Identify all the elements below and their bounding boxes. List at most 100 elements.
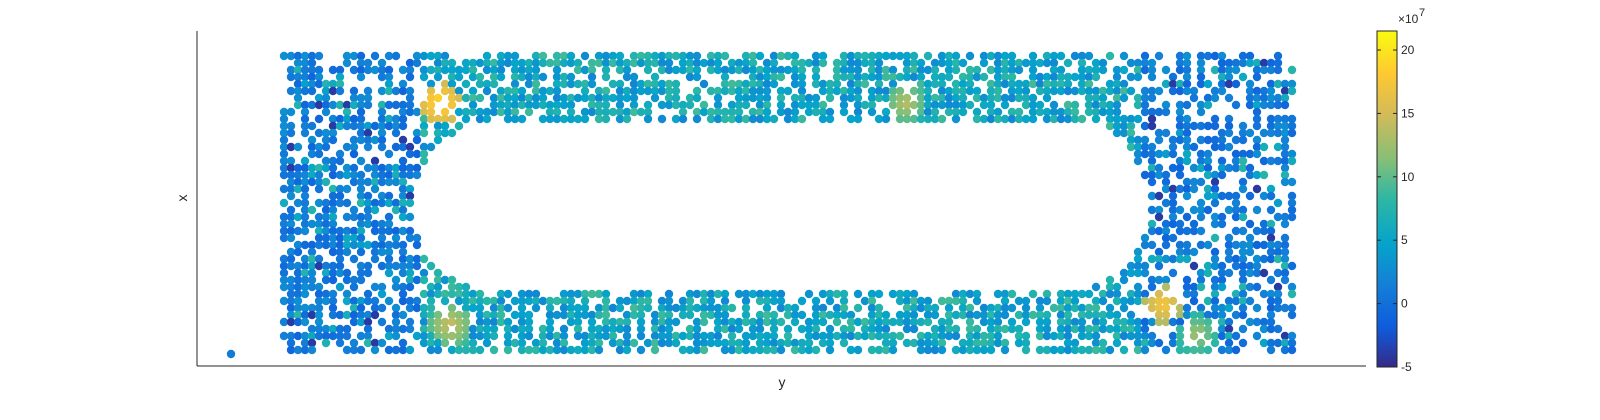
scatter-point	[965, 324, 975, 334]
scatter-point	[356, 296, 366, 306]
scatter-point	[349, 114, 359, 124]
scatter-point	[391, 205, 401, 215]
scatter-point	[1273, 296, 1283, 306]
scatter-point	[762, 86, 772, 96]
scatter-point	[293, 163, 303, 173]
scatter-point	[818, 331, 828, 341]
scatter-point	[405, 142, 415, 152]
scatter-point	[1182, 72, 1192, 82]
scatter-point	[349, 212, 359, 222]
scatter-point	[1147, 93, 1157, 103]
scatter-point	[601, 51, 611, 61]
scatter-point	[349, 142, 359, 152]
scatter-point	[643, 65, 653, 75]
scatter-point	[573, 303, 583, 313]
scatter-point	[363, 331, 373, 341]
scatter-point	[405, 275, 415, 285]
scatter-point	[328, 247, 338, 257]
scatter-point	[440, 289, 450, 299]
scatter-point	[412, 58, 422, 68]
scatter-point	[972, 93, 982, 103]
scatter-point	[1203, 324, 1213, 334]
scatter-point	[1175, 331, 1185, 341]
scatter-point	[454, 289, 464, 299]
scatter-point	[1224, 296, 1234, 306]
scatter-point	[713, 65, 723, 75]
scatter-point	[398, 212, 408, 222]
scatter-point	[1028, 93, 1038, 103]
scatter-point	[685, 331, 695, 341]
scatter-point	[699, 338, 709, 348]
scatter-point	[307, 121, 317, 131]
scatter-point	[370, 226, 380, 236]
scatter-point	[370, 51, 380, 61]
scatter-point	[993, 51, 1003, 61]
scatter-point	[398, 121, 408, 131]
scatter-point	[664, 100, 674, 110]
scatter-point	[1196, 100, 1206, 110]
scatter-point	[811, 58, 821, 68]
scatter-point	[440, 58, 450, 68]
scatter-point	[867, 317, 877, 327]
scatter-point	[370, 296, 380, 306]
scatter-point	[356, 170, 366, 180]
scatter-point	[853, 72, 863, 82]
scatter-point	[1259, 156, 1269, 166]
scatter-point	[664, 324, 674, 334]
scatter-point	[797, 72, 807, 82]
scatter-point	[1266, 240, 1276, 250]
scatter-point	[650, 338, 660, 348]
scatter-point	[482, 51, 492, 61]
scatter-point	[1112, 331, 1122, 341]
scatter-point	[636, 317, 646, 327]
scatter-point	[314, 65, 324, 75]
scatter-point	[405, 149, 415, 159]
scatter-point	[342, 51, 352, 61]
scatter-point	[398, 100, 408, 110]
scatter-point	[1287, 114, 1297, 124]
scatter-point	[510, 107, 520, 117]
scatter-point	[307, 177, 317, 187]
scatter-point	[1056, 79, 1066, 89]
scatter-point	[307, 65, 317, 75]
scatter-point	[1273, 324, 1283, 334]
scatter-point	[293, 51, 303, 61]
scatter-point	[1196, 198, 1206, 208]
scatter-point	[1280, 345, 1290, 355]
scatter-point	[713, 93, 723, 103]
scatter-point	[608, 58, 618, 68]
scatter-point	[902, 324, 912, 334]
scatter-point	[1042, 317, 1052, 327]
scatter-point	[1259, 240, 1269, 250]
scatter-point	[776, 72, 786, 82]
scatter-point	[601, 107, 611, 117]
scatter-point	[1063, 100, 1073, 110]
scatter-point	[1168, 191, 1178, 201]
scatter-point	[657, 296, 667, 306]
scatter-point	[447, 310, 457, 320]
scatter-point	[1259, 219, 1269, 229]
scatter-point	[531, 79, 541, 89]
scatter-point	[1189, 184, 1199, 194]
scatter-point	[1049, 86, 1059, 96]
scatter-point	[1119, 317, 1129, 327]
scatter-point	[734, 114, 744, 124]
scatter-point	[846, 345, 856, 355]
scatter-point	[1126, 296, 1136, 306]
scatter-point	[279, 254, 289, 264]
scatter-point	[916, 303, 926, 313]
scatter-point	[923, 331, 933, 341]
scatter-point	[447, 100, 457, 110]
scatter-point	[804, 324, 814, 334]
scatter-point	[685, 58, 695, 68]
scatter-point	[1287, 338, 1297, 348]
scatter-point	[1119, 296, 1129, 306]
scatter-point	[510, 86, 520, 96]
scatter-point	[895, 100, 905, 110]
scatter-point	[839, 107, 849, 117]
scatter-point	[1133, 331, 1143, 341]
scatter-point	[615, 296, 625, 306]
scatter-point	[993, 310, 1003, 320]
scatter-point	[1021, 93, 1031, 103]
